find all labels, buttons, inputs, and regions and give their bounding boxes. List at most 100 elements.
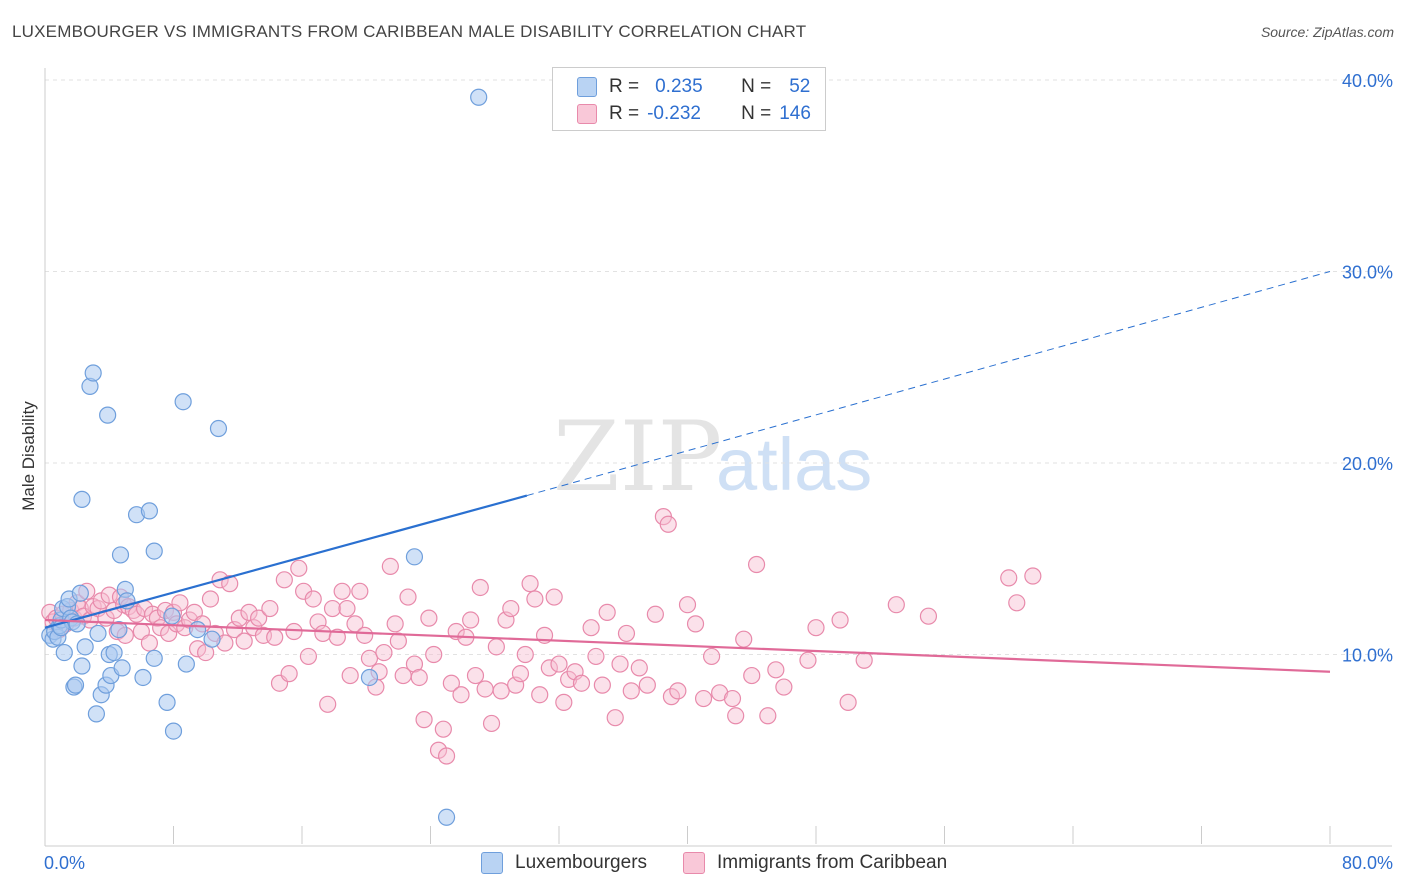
luxembourger-point — [87, 705, 106, 723]
caribbean-point — [333, 582, 351, 600]
y-tick-label: 10.0% — [1342, 646, 1393, 666]
caribbean-point — [389, 632, 407, 650]
legend-n-value: 52 — [789, 76, 811, 97]
caribbean-point — [747, 555, 766, 574]
caribbean-point — [606, 709, 624, 727]
luxembourger-point — [174, 393, 192, 411]
caribbean-point — [425, 645, 443, 664]
luxembourger-point — [73, 657, 91, 675]
caribbean-point — [201, 590, 220, 608]
luxembourger-point — [99, 406, 117, 424]
caribbean-point — [582, 619, 600, 637]
caribbean-point — [669, 682, 687, 700]
caribbean-point — [678, 596, 697, 614]
legend-n-label: N = — [741, 103, 772, 124]
caribbean-point — [767, 661, 785, 679]
caribbean-point — [887, 596, 905, 614]
luxembourger-point — [145, 542, 163, 560]
caribbean-point — [694, 689, 713, 708]
caribbean-point — [230, 609, 248, 627]
caribbean-point — [356, 626, 374, 644]
legend-row-luxembourgers: R = 0.235 N = 52 — [577, 76, 810, 98]
caribbean-point — [341, 666, 359, 685]
caribbean-point — [831, 611, 849, 629]
bottom-legend-label: Luxembourgers — [515, 852, 648, 873]
source-label: Source: ZipAtlas.com — [1260, 24, 1394, 40]
caribbean-point — [555, 693, 573, 711]
caribbean-point — [735, 630, 753, 648]
caribbean-point — [622, 682, 640, 700]
caribbean-point — [638, 676, 656, 694]
caribbean-point — [405, 655, 424, 673]
x-tick-label-max: 80.0% — [1342, 853, 1393, 873]
luxembourger-point — [437, 808, 456, 826]
legend-swatch-pink — [577, 104, 597, 124]
caribbean-point — [482, 714, 501, 733]
caribbean-point — [437, 747, 456, 765]
caribbean-point — [375, 643, 393, 662]
trend-lines — [44, 271, 1331, 673]
caribbean-point — [799, 651, 817, 669]
luxembourger-point — [158, 693, 176, 711]
caribbean-point — [686, 615, 705, 633]
luxembourger-point — [113, 659, 131, 677]
caribbean-point — [466, 666, 485, 685]
caribbean-point — [171, 594, 189, 612]
caribbean-point — [839, 693, 857, 711]
luxembourger-point — [105, 643, 123, 662]
caribbean-point — [855, 651, 873, 669]
caribbean-point — [659, 515, 677, 533]
caribbean-point — [304, 590, 322, 608]
caribbean-point — [250, 609, 268, 627]
caribbean-point — [807, 619, 825, 637]
caribbean-point — [285, 622, 303, 641]
luxembourger-trend-line — [44, 494, 528, 629]
caribbean-point — [487, 638, 505, 656]
caribbean-point — [280, 665, 298, 683]
caribbean-point — [235, 632, 253, 650]
caribbean-point — [775, 678, 793, 696]
luxembourger-point — [73, 490, 91, 508]
caribbean-point — [275, 571, 293, 589]
bottom-legend-swatch-pink — [683, 852, 705, 874]
caribbean-point — [723, 689, 742, 708]
caribbean-point — [611, 655, 629, 673]
caribbean-point — [531, 686, 549, 704]
luxembourger-point — [163, 607, 181, 625]
caribbean-point — [328, 628, 346, 646]
caribbean-point — [386, 615, 404, 633]
caribbean-point — [415, 711, 433, 729]
luxembourger-point — [209, 419, 228, 438]
caribbean-point — [630, 659, 648, 677]
caribbean-point — [526, 590, 544, 608]
caribbean-point — [572, 674, 591, 692]
luxembourger-point — [164, 722, 183, 740]
caribbean-point — [646, 605, 664, 623]
caribbean-point — [351, 582, 369, 600]
caribbean-point — [617, 624, 636, 643]
bottom-legend-luxembourgers: Luxembourgers — [481, 852, 647, 874]
caribbean-point — [261, 599, 279, 618]
caribbean-point — [410, 668, 428, 687]
y-axis-label: Male Disability — [19, 401, 38, 511]
caribbean-point — [511, 665, 530, 683]
legend-r-value: 0.235 — [655, 76, 703, 97]
bottom-legend-swatch-blue — [481, 852, 503, 874]
legend-r-label: R = — [609, 103, 640, 124]
caribbean-point — [442, 674, 460, 692]
caribbean-point — [140, 634, 159, 652]
y-tick-label: 40.0% — [1342, 71, 1393, 91]
luxembourger-point — [360, 668, 379, 687]
luxembourger-point — [89, 624, 107, 643]
gridlines — [45, 79, 1392, 655]
caribbean-point — [919, 607, 938, 625]
caribbean-point — [662, 688, 681, 706]
luxembourger-point — [111, 546, 130, 564]
caribbean-point — [290, 559, 308, 577]
caribbean-point — [502, 599, 520, 618]
luxembourger-point — [140, 502, 159, 520]
caribbean-point — [399, 588, 417, 606]
luxembourger-point — [84, 364, 102, 382]
y-tick-label: 30.0% — [1342, 263, 1393, 283]
legend-row-caribbean: R = -0.232 N = 146 — [577, 103, 811, 125]
